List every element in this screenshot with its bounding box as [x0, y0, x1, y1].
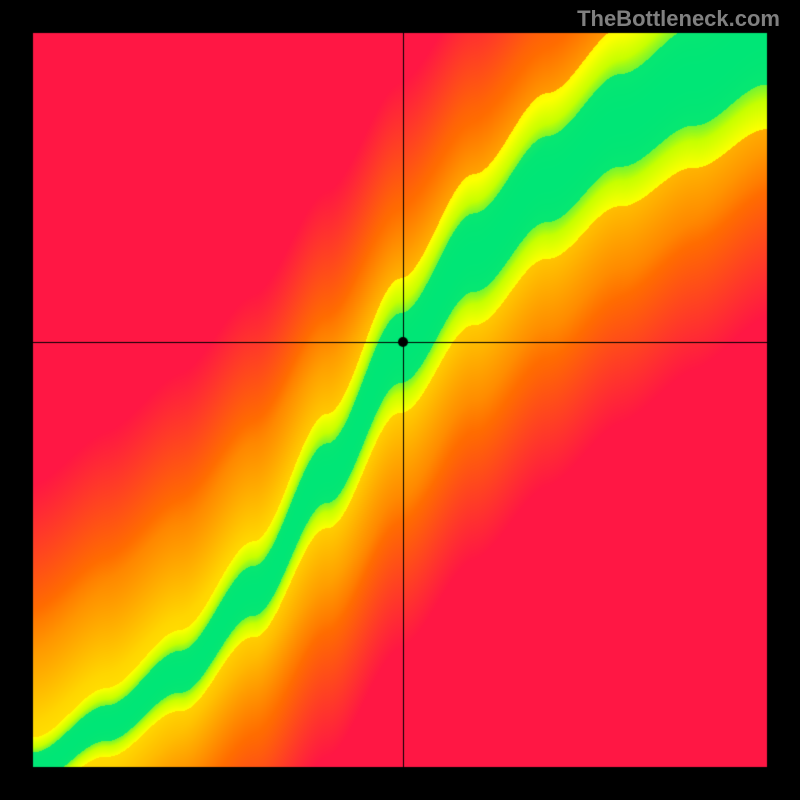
chart-container: TheBottleneck.com	[0, 0, 800, 800]
watermark-text: TheBottleneck.com	[577, 6, 780, 32]
heatmap-canvas	[0, 0, 800, 800]
